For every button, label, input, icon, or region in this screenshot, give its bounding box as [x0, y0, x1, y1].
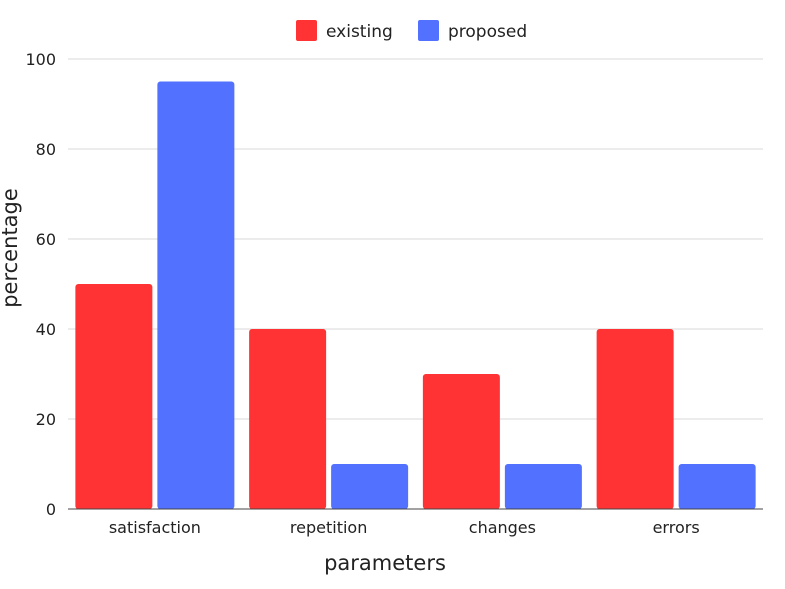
bar-proposed-repetition [331, 464, 409, 509]
x-axis-title: parameters [324, 551, 446, 575]
legend-label-existing: existing [326, 22, 393, 42]
y-tick-label: 60 [36, 230, 56, 249]
x-axis-ticks: satisfaction repetition changes errors [109, 518, 700, 537]
legend-swatch-existing [296, 20, 317, 41]
y-tick-label: 80 [36, 140, 56, 159]
x-tick-label: changes [469, 518, 536, 537]
x-tick-label: repetition [290, 518, 367, 537]
y-tick-label: 0 [46, 500, 56, 519]
bar-proposed-satisfaction [157, 81, 235, 509]
y-axis-ticks: 0 20 40 60 80 100 [25, 50, 56, 519]
y-tick-label: 20 [36, 410, 56, 429]
bar-existing-repetition [249, 329, 327, 509]
legend: existing proposed [296, 20, 527, 42]
x-tick-label: errors [653, 518, 700, 537]
bar-existing-errors [596, 329, 674, 509]
x-tick-label: satisfaction [109, 518, 201, 537]
bar-proposed-changes [504, 464, 582, 509]
bar-proposed-errors [678, 464, 756, 509]
y-tick-label: 100 [25, 50, 56, 69]
bar-existing-satisfaction [75, 284, 153, 509]
y-tick-label: 40 [36, 320, 56, 339]
bars [75, 81, 756, 509]
bar-existing-changes [422, 374, 500, 509]
legend-label-proposed: proposed [448, 22, 527, 42]
legend-swatch-proposed [418, 20, 439, 41]
y-axis-title: percentage [0, 188, 22, 308]
